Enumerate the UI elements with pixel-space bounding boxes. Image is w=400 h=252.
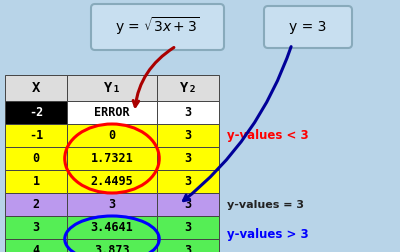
FancyBboxPatch shape	[91, 4, 224, 50]
Bar	[157, 124, 219, 147]
Text: y = 3: y = 3	[289, 20, 327, 34]
Text: 3: 3	[184, 221, 192, 234]
Bar	[67, 147, 157, 170]
Text: 0: 0	[108, 129, 116, 142]
Bar	[157, 101, 219, 124]
Text: y-values = 3: y-values = 3	[227, 200, 304, 209]
Bar	[5, 101, 67, 124]
Bar	[67, 170, 157, 193]
Text: 3: 3	[184, 198, 192, 211]
Bar	[157, 216, 219, 239]
Bar	[67, 75, 157, 101]
Bar	[67, 193, 157, 216]
Text: 3: 3	[32, 221, 40, 234]
Text: 0: 0	[32, 152, 40, 165]
Text: 3: 3	[184, 106, 192, 119]
Text: y = $\sqrt{3x+3}$: y = $\sqrt{3x+3}$	[115, 15, 200, 37]
Bar	[5, 170, 67, 193]
Bar	[67, 124, 157, 147]
Text: 3: 3	[184, 152, 192, 165]
Bar	[157, 239, 219, 252]
Text: 4: 4	[32, 244, 40, 252]
Text: Y₁: Y₁	[104, 81, 120, 95]
Text: 3: 3	[108, 198, 116, 211]
Text: -2: -2	[29, 106, 43, 119]
Bar	[5, 124, 67, 147]
Bar	[67, 216, 157, 239]
Text: 1.7321: 1.7321	[91, 152, 133, 165]
Text: 3: 3	[184, 244, 192, 252]
Bar	[5, 147, 67, 170]
Text: ERROR: ERROR	[94, 106, 130, 119]
Text: 1: 1	[32, 175, 40, 188]
Bar	[157, 193, 219, 216]
Text: y-values < 3: y-values < 3	[227, 129, 309, 142]
Bar	[5, 239, 67, 252]
Bar	[5, 216, 67, 239]
Bar	[67, 239, 157, 252]
Text: 3.4641: 3.4641	[91, 221, 133, 234]
Bar	[157, 75, 219, 101]
FancyBboxPatch shape	[264, 6, 352, 48]
Bar	[157, 170, 219, 193]
Text: 3: 3	[184, 129, 192, 142]
Text: 2.4495: 2.4495	[91, 175, 133, 188]
Text: y-values > 3: y-values > 3	[227, 228, 309, 241]
Text: 3.873: 3.873	[94, 244, 130, 252]
Text: Y₂: Y₂	[180, 81, 196, 95]
Bar	[5, 75, 67, 101]
Text: -1: -1	[29, 129, 43, 142]
Text: 3: 3	[184, 175, 192, 188]
Text: X: X	[32, 81, 40, 95]
Text: 2: 2	[32, 198, 40, 211]
Bar	[5, 193, 67, 216]
Bar	[67, 101, 157, 124]
Bar	[157, 147, 219, 170]
